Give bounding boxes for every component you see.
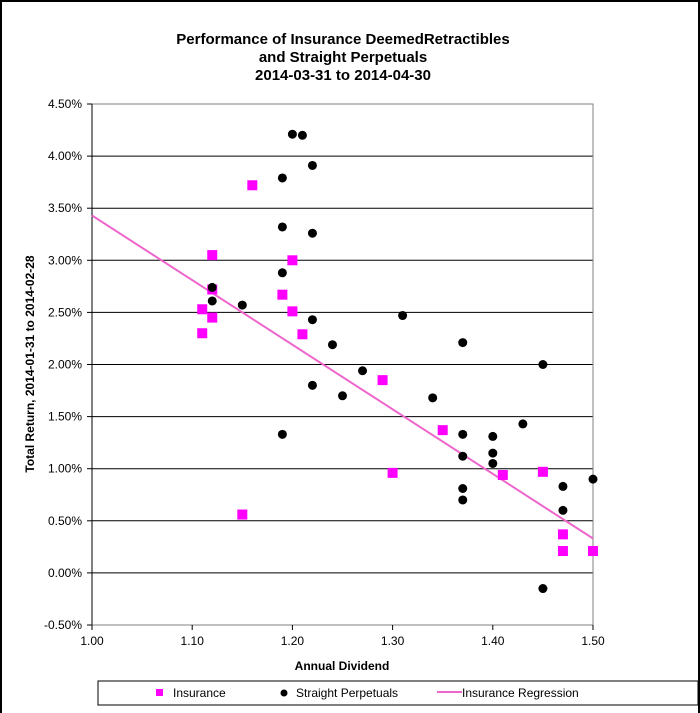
perpetual-point bbox=[488, 458, 498, 468]
perpetual-point bbox=[458, 338, 468, 348]
perpetual-point bbox=[538, 360, 548, 369]
insurance-point bbox=[247, 180, 258, 191]
legend-insurance-marker bbox=[156, 689, 163, 696]
legend-perpetuals-marker bbox=[280, 689, 288, 697]
perpetual-point bbox=[277, 429, 287, 439]
perpetual-point bbox=[428, 393, 438, 403]
perpetual-point bbox=[277, 268, 287, 278]
perpetual-point bbox=[277, 173, 287, 183]
title-line-2: and Straight Perpetuals bbox=[259, 49, 427, 66]
y-axis-title: Total Return, 2014-01-31 to 2014-02-28 bbox=[23, 255, 37, 473]
insurance-point bbox=[287, 306, 298, 317]
perpetual-point bbox=[558, 481, 568, 491]
insurance-point bbox=[537, 466, 548, 477]
insurance-point bbox=[557, 529, 568, 540]
perpetual-point bbox=[307, 315, 317, 325]
insurance-point bbox=[207, 312, 218, 323]
insurance-point bbox=[437, 425, 448, 436]
perpetual-point bbox=[297, 130, 307, 140]
perpetual-point bbox=[518, 419, 528, 429]
x-tick-label: 1.30 bbox=[381, 634, 405, 648]
insurance-point bbox=[297, 329, 308, 340]
perpetual-point bbox=[398, 311, 408, 321]
insurance-point bbox=[207, 250, 218, 261]
y-tick-label: 2.50% bbox=[48, 305, 82, 319]
y-tick-label: 4.50% bbox=[48, 97, 82, 111]
x-axis-ticks: 1.00 1.10 1.20 1.30 1.40 1.50 bbox=[80, 625, 605, 648]
perpetual-point bbox=[458, 429, 468, 439]
y-tick-label: 0.00% bbox=[48, 566, 82, 580]
y-tick-label: 1.50% bbox=[48, 410, 82, 424]
perpetual-point bbox=[307, 380, 317, 390]
x-tick-label: 1.20 bbox=[281, 634, 305, 648]
y-tick-label: 4.00% bbox=[48, 149, 82, 163]
legend: Insurance Straight Perpetuals Insurance … bbox=[97, 680, 699, 706]
perpetual-point bbox=[307, 160, 317, 170]
y-tick-label: 3.00% bbox=[48, 253, 82, 267]
perpetual-point bbox=[458, 451, 468, 461]
insurance-point bbox=[287, 255, 298, 266]
perpetual-point bbox=[207, 282, 217, 292]
perpetual-point bbox=[488, 431, 498, 441]
perpetual-point bbox=[327, 340, 337, 350]
gridlines bbox=[92, 155, 593, 574]
legend-regression-label: Insurance Regression bbox=[462, 686, 579, 700]
y-tick-label: 1.00% bbox=[48, 462, 82, 476]
perpetual-point bbox=[538, 584, 548, 594]
y-tick-label: 2.00% bbox=[48, 358, 82, 372]
perpetual-point bbox=[588, 474, 598, 484]
regression-line bbox=[91, 214, 594, 540]
chart-title: Performance of Insurance DeemedRetractib… bbox=[176, 31, 509, 84]
insurance-point bbox=[497, 469, 508, 480]
x-tick-label: 1.40 bbox=[481, 634, 505, 648]
insurance-point bbox=[377, 375, 388, 386]
insurance-point bbox=[197, 304, 208, 315]
perpetual-point bbox=[558, 505, 568, 515]
y-tick-label: 0.50% bbox=[48, 514, 82, 528]
y-tick-label: 3.50% bbox=[48, 201, 82, 215]
x-tick-label: 1.10 bbox=[181, 634, 205, 648]
title-line-1: Performance of Insurance DeemedRetractib… bbox=[176, 31, 509, 48]
legend-insurance-label: Insurance bbox=[173, 686, 226, 700]
legend-perpetuals-label: Straight Perpetuals bbox=[296, 686, 398, 700]
insurance-point bbox=[237, 509, 248, 520]
insurance-point bbox=[277, 289, 288, 300]
legend-box bbox=[97, 680, 699, 706]
perpetual-point bbox=[287, 129, 297, 139]
perpetual-point bbox=[207, 296, 217, 306]
perpetual-point bbox=[237, 300, 247, 310]
x-tick-label: 1.00 bbox=[80, 634, 104, 648]
insurance-point bbox=[557, 546, 568, 557]
series-layer bbox=[91, 129, 598, 594]
perpetual-point bbox=[358, 366, 368, 376]
perpetual-point bbox=[338, 391, 347, 401]
perpetual-point bbox=[458, 495, 468, 505]
x-tick-label: 1.50 bbox=[581, 634, 605, 648]
perpetual-point bbox=[277, 222, 287, 232]
perpetual-point bbox=[488, 448, 498, 458]
y-axis-ticks: 4.50% 4.00% 3.50% 3.00% 2.50% 2.00% 1.50% 1.00%… bbox=[44, 97, 92, 632]
x-axis-title: Annual Dividend bbox=[295, 659, 390, 673]
insurance-point bbox=[588, 546, 598, 557]
perpetual-point bbox=[458, 483, 468, 493]
y-tick-label: -0.50% bbox=[44, 618, 82, 632]
insurance-point bbox=[387, 467, 398, 478]
perpetual-point bbox=[307, 228, 317, 238]
title-line-3: 2014-03-31 to 2014-04-30 bbox=[255, 67, 431, 84]
insurance-point bbox=[197, 328, 208, 339]
